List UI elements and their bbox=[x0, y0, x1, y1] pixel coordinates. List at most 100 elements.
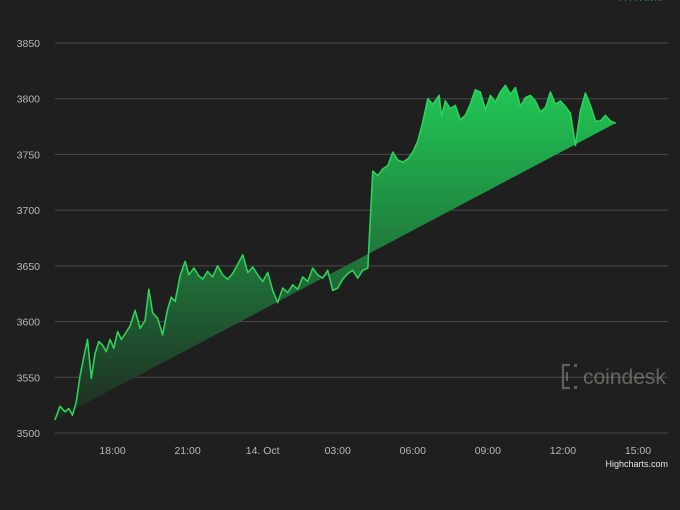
data-point bbox=[382, 168, 384, 170]
y-tick-label: 3800 bbox=[17, 94, 41, 106]
data-point bbox=[569, 112, 572, 114]
coindesk-logo-icon bbox=[561, 363, 577, 390]
data-point bbox=[297, 288, 299, 290]
data-point bbox=[594, 120, 597, 122]
data-point bbox=[272, 289, 274, 291]
data-point bbox=[651, 0, 653, 1]
data-point bbox=[71, 414, 74, 416]
coindesk-watermark: coindesk bbox=[561, 363, 666, 390]
data-point bbox=[362, 269, 364, 271]
data-point bbox=[479, 91, 481, 93]
data-point bbox=[529, 94, 532, 96]
data-point bbox=[120, 338, 122, 340]
data-point bbox=[90, 377, 92, 379]
data-point bbox=[105, 351, 107, 353]
data-point bbox=[101, 344, 104, 346]
data-point bbox=[139, 327, 141, 329]
data-point bbox=[109, 338, 111, 340]
x-tick-label: 15:00 bbox=[625, 445, 651, 457]
data-point bbox=[422, 121, 424, 123]
x-axis: 18:00 21:00 14. Oct 03:00 06:00 09:00 12:00 15:… bbox=[99, 445, 651, 457]
series-layer bbox=[54, 0, 663, 421]
data-point bbox=[489, 94, 491, 96]
data-point bbox=[332, 289, 334, 291]
data-point bbox=[307, 280, 309, 283]
y-tick-label: 3500 bbox=[17, 428, 41, 440]
data-point bbox=[287, 292, 289, 294]
data-point bbox=[179, 275, 181, 277]
data-point bbox=[117, 331, 119, 333]
data-point bbox=[614, 122, 617, 124]
data-point bbox=[129, 325, 131, 327]
data-point bbox=[574, 144, 577, 147]
data-point bbox=[237, 264, 239, 266]
data-point bbox=[59, 405, 61, 407]
data-point bbox=[514, 87, 517, 89]
data-point bbox=[83, 356, 85, 358]
data-point bbox=[589, 104, 592, 106]
data-point bbox=[449, 108, 451, 110]
data-point bbox=[322, 277, 324, 279]
data-point bbox=[504, 84, 506, 86]
data-point bbox=[68, 407, 70, 410]
y-tick-label: 3650 bbox=[17, 261, 41, 273]
data-point bbox=[402, 161, 404, 163]
data-point bbox=[524, 97, 527, 99]
data-point bbox=[174, 300, 176, 303]
y-tick-label: 3850 bbox=[17, 38, 41, 50]
grid-lines bbox=[55, 42, 668, 434]
data-point bbox=[184, 260, 186, 262]
data-point bbox=[474, 89, 476, 91]
data-point bbox=[227, 278, 229, 280]
data-point bbox=[257, 274, 259, 276]
data-point bbox=[377, 175, 379, 177]
data-point bbox=[559, 100, 562, 102]
data-point bbox=[357, 277, 359, 279]
data-point bbox=[604, 114, 607, 116]
data-point bbox=[302, 276, 304, 278]
data-point bbox=[639, 0, 642, 1]
data-point bbox=[464, 114, 466, 116]
data-point bbox=[372, 170, 374, 172]
data-point bbox=[198, 275, 200, 277]
y-tick-label: 3750 bbox=[17, 149, 41, 161]
data-point bbox=[407, 158, 409, 160]
data-point bbox=[619, 0, 622, 1]
data-point bbox=[438, 94, 440, 96]
data-point bbox=[469, 103, 471, 105]
data-point bbox=[584, 92, 587, 94]
data-point bbox=[282, 287, 284, 289]
data-point bbox=[54, 419, 56, 421]
data-point bbox=[494, 101, 496, 103]
data-point bbox=[392, 151, 394, 153]
data-point bbox=[347, 273, 349, 275]
data-point bbox=[247, 271, 249, 274]
data-point bbox=[549, 91, 552, 93]
y-tick-label: 3700 bbox=[17, 205, 41, 217]
data-point bbox=[167, 308, 169, 310]
data-point bbox=[387, 165, 389, 167]
data-point bbox=[367, 267, 369, 269]
series-area-fill bbox=[55, 85, 616, 420]
watermark-text: coindesk bbox=[583, 366, 666, 389]
data-point bbox=[539, 111, 542, 113]
data-point bbox=[459, 119, 461, 121]
data-point bbox=[75, 401, 77, 403]
data-point bbox=[157, 317, 159, 319]
data-point bbox=[113, 347, 115, 349]
data-point bbox=[134, 309, 136, 311]
x-tick-label: 06:00 bbox=[400, 445, 426, 457]
x-tick-label: 21:00 bbox=[174, 445, 200, 457]
highcharts-credit-link[interactable]: Highcharts.com bbox=[605, 459, 668, 469]
data-point bbox=[337, 287, 339, 289]
data-point bbox=[397, 159, 399, 161]
data-point bbox=[262, 280, 264, 283]
data-point bbox=[193, 267, 195, 269]
data-point bbox=[188, 274, 190, 276]
data-point bbox=[267, 271, 269, 274]
data-point bbox=[441, 115, 443, 118]
data-point bbox=[579, 110, 582, 112]
data-point bbox=[417, 140, 419, 142]
